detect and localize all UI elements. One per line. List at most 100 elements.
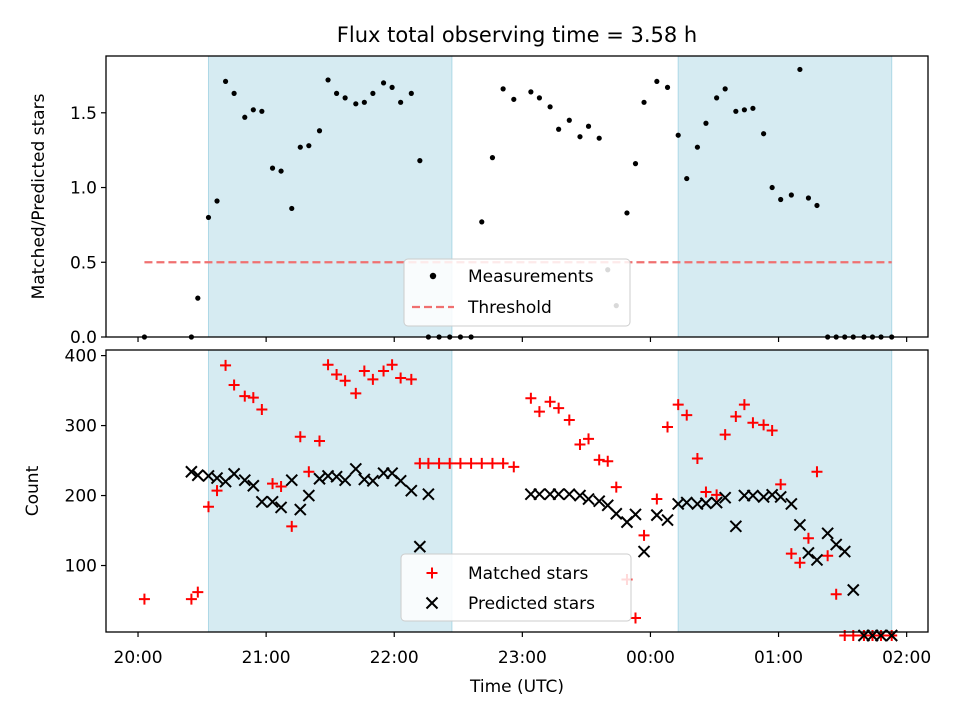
measurement-point: [750, 105, 756, 111]
measurement-point: [596, 135, 602, 141]
matched-star-point: [422, 457, 434, 469]
matched-star-point: [766, 424, 778, 436]
matched-star-point: [672, 399, 684, 411]
matched-star-point: [367, 373, 379, 385]
measurement-point: [624, 210, 630, 216]
predicted-star-point: [573, 489, 587, 502]
predicted-star-point: [413, 540, 427, 553]
matched-star-point: [602, 455, 614, 467]
measurement-point: [547, 104, 553, 110]
measurement-point: [417, 158, 423, 164]
measurement-points: [141, 66, 895, 340]
top-axes-frame: [105, 55, 929, 338]
predicted-star-point: [238, 473, 251, 487]
matched-star-point: [785, 548, 797, 560]
measurement-point: [577, 134, 583, 140]
matched-star-point: [358, 365, 370, 377]
predicted-star-point: [582, 492, 595, 506]
matched-star-point: [395, 372, 407, 384]
matched-star-point: [593, 454, 605, 466]
predicted-star-point: [785, 497, 798, 511]
matched-star-point: [758, 419, 770, 431]
bottom-legend: Matched stars Predicted stars: [400, 553, 632, 622]
measurement-point: [528, 89, 534, 95]
x-tick-label: 23:00: [498, 648, 547, 668]
matched-star-point: [662, 421, 674, 433]
chart-title: Flux total observing time = 3.58 h: [337, 23, 697, 47]
measurement-point: [353, 101, 359, 107]
bottom-y-axis-label: Count: [23, 465, 43, 516]
bottom-panel: 100 200 300 400 20:00 21:00 22:00 23:00 00:00 01…: [23, 347, 931, 697]
matched-star-point: [275, 480, 287, 492]
matched-star-point: [525, 392, 537, 404]
measurement-point: [632, 161, 639, 167]
predicted-star-point: [210, 471, 224, 485]
matched-star-point: [386, 359, 398, 371]
predicted-star-point: [661, 513, 674, 527]
predicted-star-point: [729, 520, 743, 533]
top-legend: Measurements Threshold: [403, 258, 631, 327]
measurement-point: [585, 123, 592, 129]
matched-star-point: [286, 520, 298, 532]
matched-star-point: [574, 438, 586, 450]
matched-star-point: [681, 409, 693, 421]
predicted-star-point: [699, 497, 713, 510]
measurement-point: [684, 175, 690, 182]
measurement-point: [278, 168, 284, 174]
matched-star-point: [339, 375, 351, 387]
matched-star-point: [465, 457, 477, 469]
matched-star-point: [544, 396, 556, 408]
matched-star-point: [794, 557, 806, 569]
legend-threshold-label: Threshold: [467, 298, 552, 318]
measurement-point: [741, 107, 747, 113]
matched-star-point: [303, 466, 315, 478]
predicted-star-point: [247, 479, 260, 492]
matched-star-point: [533, 406, 545, 418]
predicted-star-point: [650, 508, 664, 522]
y-tick-label: 0.0: [70, 328, 97, 348]
matched-star-point: [711, 489, 723, 501]
predicted-star-point: [810, 553, 824, 567]
matched-star-point: [433, 457, 445, 469]
predicted-star-point: [629, 508, 642, 521]
matched-star-point: [267, 478, 279, 490]
measurement-point: [814, 202, 820, 209]
predicted-star-point: [847, 583, 860, 597]
predicted-star-point: [255, 495, 269, 509]
predicted-star-point: [774, 490, 787, 504]
measurement-point: [714, 95, 720, 101]
measurement-point: [489, 155, 496, 161]
matched-star-point: [454, 457, 466, 469]
matched-star-point: [228, 379, 240, 391]
predicted-star-point: [422, 487, 435, 501]
measurement-point: [566, 117, 572, 123]
measurement-point: [675, 132, 681, 138]
predicted-star-point: [552, 487, 565, 501]
measurement-point: [500, 86, 506, 92]
x-tick-label: 22:00: [370, 648, 419, 668]
predicted-star-point: [302, 489, 316, 502]
predicted-star-point: [718, 491, 732, 504]
count-points: [138, 359, 898, 642]
measurement-point: [797, 66, 803, 73]
matched-star-point: [700, 486, 712, 498]
predicted-star-point: [802, 546, 815, 560]
matched-star-point: [638, 529, 650, 541]
predicted-star-point: [533, 487, 546, 501]
matched-star-point: [405, 373, 417, 385]
measurement-point: [556, 126, 562, 132]
measurement-point: [342, 95, 348, 101]
x-axis-label: Time (UTC): [469, 677, 564, 697]
measurement-point: [361, 99, 367, 105]
shaded-band-1: [677, 349, 893, 633]
top-legend-box: [403, 258, 631, 327]
matched-star-point: [486, 457, 498, 469]
measurement-point: [788, 192, 794, 198]
measurement-point: [259, 108, 265, 114]
predicted-star-point: [680, 496, 693, 509]
matched-star-point: [629, 612, 641, 624]
x-tick-label: 20:00: [114, 648, 163, 668]
x-tick-label: 02:00: [882, 648, 931, 668]
measurement-point: [214, 198, 220, 204]
